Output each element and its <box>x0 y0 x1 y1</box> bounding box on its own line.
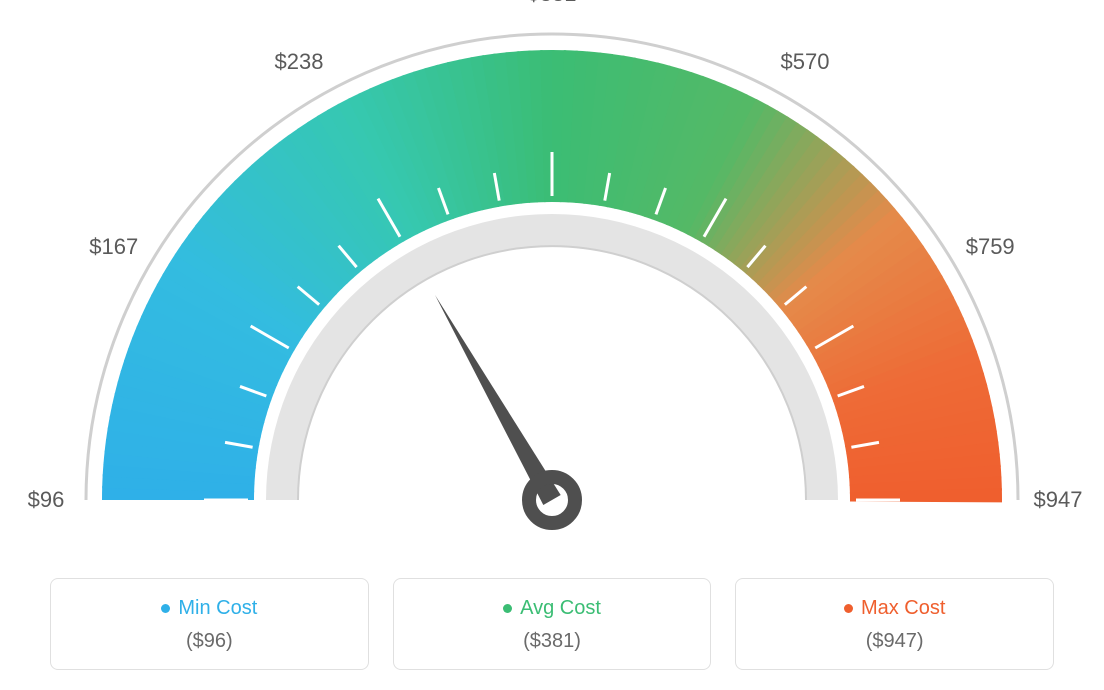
legend-label: Max Cost <box>861 597 945 620</box>
dot-icon <box>161 604 170 613</box>
dot-icon <box>503 604 512 613</box>
gauge-tick-label: $238 <box>275 49 324 75</box>
legend-title-max: Max Cost <box>844 597 945 620</box>
legend-title-avg: Avg Cost <box>503 597 601 620</box>
legend-card-max: Max Cost ($947) <box>735 578 1054 670</box>
gauge-tick-label: $947 <box>1034 487 1083 513</box>
legend-value: ($947) <box>746 630 1043 653</box>
gauge-tick-label: $167 <box>89 234 138 260</box>
dot-icon <box>844 604 853 613</box>
legend-label: Avg Cost <box>520 597 601 620</box>
gauge-tick-label: $381 <box>528 0 577 7</box>
gauge-tick-label: $96 <box>28 487 65 513</box>
legend-label: Min Cost <box>178 597 257 620</box>
legend-card-min: Min Cost ($96) <box>50 578 369 670</box>
gauge-svg <box>0 0 1104 560</box>
legend-title-min: Min Cost <box>161 597 257 620</box>
gauge-chart: $96 $167 $238 $381 $570 $759 $947 <box>0 0 1104 560</box>
legend-row: Min Cost ($96) Avg Cost ($381) Max Cost … <box>50 578 1054 670</box>
gauge-tick-label: $570 <box>781 49 830 75</box>
legend-value: ($96) <box>61 630 358 653</box>
legend-value: ($381) <box>404 630 701 653</box>
legend-card-avg: Avg Cost ($381) <box>393 578 712 670</box>
gauge-tick-label: $759 <box>966 234 1015 260</box>
